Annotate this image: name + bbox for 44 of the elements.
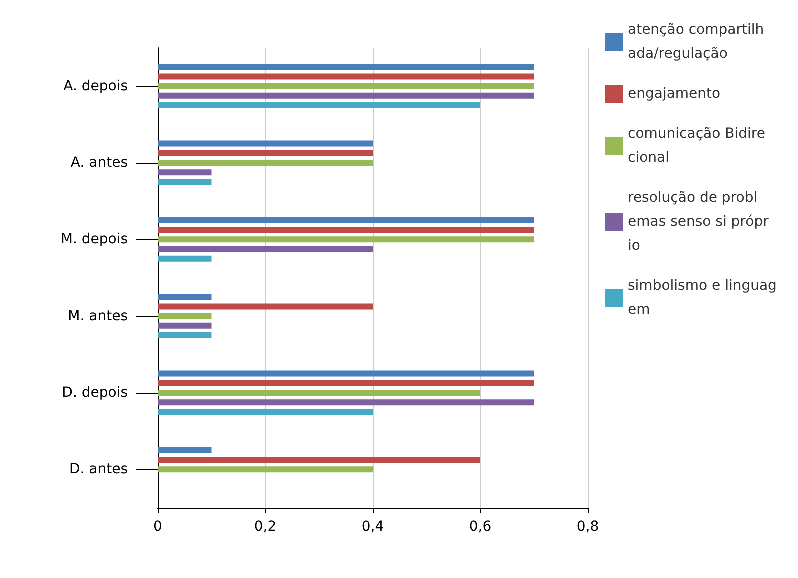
x-tick-label: 0,6 — [469, 519, 492, 535]
bar — [158, 380, 534, 386]
bar — [158, 83, 534, 90]
bar — [158, 92, 534, 99]
legend-label: comunicação Bidirecional — [628, 126, 766, 166]
legend-label: engajamento — [628, 86, 721, 102]
y-tick-label: D. antes — [69, 462, 128, 478]
y-tick-label: A. antes — [70, 155, 128, 171]
bar — [158, 160, 373, 166]
bar — [158, 466, 373, 473]
bar — [158, 322, 212, 329]
bar — [158, 447, 212, 454]
bar — [158, 150, 373, 156]
bar — [158, 64, 534, 70]
x-tick-label: 0 — [154, 519, 162, 535]
y-tick-label: A. depois — [64, 78, 128, 94]
y-tick-label: M. antes — [68, 308, 128, 324]
bar — [158, 246, 373, 252]
x-tick-label: 0,8 — [576, 519, 600, 535]
bar — [158, 400, 534, 406]
y-tick-label: M. depois — [60, 232, 128, 248]
bar — [158, 304, 373, 310]
bar — [158, 256, 212, 262]
bar — [158, 140, 373, 147]
bar — [158, 179, 212, 186]
legend-label: simbolismo e linguagem — [628, 278, 777, 318]
bar — [158, 236, 534, 243]
bar — [158, 313, 212, 320]
bar — [158, 217, 534, 224]
x-tick-label: 0,2 — [254, 519, 277, 535]
y-tick-label: D. depois — [62, 385, 128, 401]
bar — [158, 74, 534, 80]
bar — [158, 332, 212, 339]
bar — [158, 102, 480, 109]
bar — [158, 409, 373, 416]
bar — [158, 170, 212, 176]
legend-label: resolução de problemas senso si próprio — [628, 190, 770, 254]
bar — [158, 370, 534, 377]
bar — [158, 390, 480, 396]
bar — [158, 457, 480, 464]
legend-label: atenção compartilhada/regulação — [628, 22, 764, 62]
bar — [158, 227, 534, 234]
x-tick-label: 0,4 — [362, 519, 384, 535]
bar — [158, 294, 212, 300]
